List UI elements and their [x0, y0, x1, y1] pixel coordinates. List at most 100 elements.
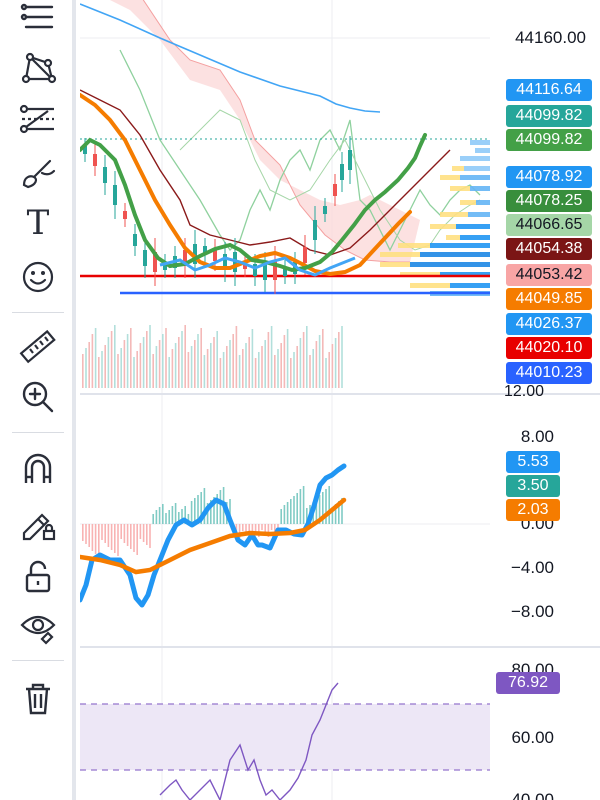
text-tool-icon[interactable]: T [8, 200, 68, 246]
macd-histogram-bar [149, 524, 151, 548]
candle [323, 206, 327, 214]
ruler-icon[interactable] [8, 324, 68, 370]
volume-bar [270, 326, 273, 388]
macd-histogram-bar [213, 497, 215, 524]
volume-bars [82, 325, 343, 388]
candle [93, 154, 97, 166]
macd-histogram-bar [94, 524, 97, 554]
volume-bar [110, 331, 113, 388]
macd-histogram-bar [258, 524, 260, 537]
macd-histogram-bar [91, 524, 94, 551]
candle [333, 184, 337, 196]
price-badge: 44078.25 [506, 190, 592, 212]
macd-histogram-bar [181, 509, 183, 524]
fib-retracement-icon[interactable] [8, 96, 68, 142]
price-badge: 44026.37 [506, 313, 592, 335]
volume-bar [203, 355, 206, 388]
macd-histogram-bar [85, 524, 87, 544]
volume-bar [280, 343, 282, 388]
rsi-axis-label: 60.00 [511, 728, 554, 747]
volume-bar [206, 349, 209, 388]
volume-bar [232, 334, 234, 388]
macd-histogram-bar [318, 495, 321, 524]
volume-bar [286, 329, 289, 388]
volume-bar [123, 340, 126, 388]
hide-drawings-icon[interactable] [8, 604, 68, 650]
macd-histogram-bar [165, 513, 167, 524]
macd-axis-label: −8.00 [510, 602, 554, 621]
text-tool-glyph: T [26, 203, 50, 243]
macd-histogram-bar [338, 501, 340, 524]
macd-histogram-bar [146, 524, 148, 545]
zoom-in-icon[interactable] [8, 374, 68, 420]
rsi-axis-label: 80.00 [511, 660, 554, 672]
volume-bar [322, 329, 324, 388]
price-badge: 44099.82 [506, 129, 592, 151]
volume-bar [174, 343, 177, 388]
macd-histogram [82, 486, 343, 557]
macd-histogram-bar [98, 524, 100, 557]
volume-bar [341, 326, 343, 388]
macd-histogram-bar [325, 489, 327, 524]
drawing-toolbar: T [0, 0, 76, 800]
candle [283, 268, 287, 276]
pattern-tool-icon[interactable] [8, 44, 68, 90]
macd-histogram-bar [194, 498, 196, 524]
macd-histogram-bar [270, 524, 273, 530]
macd-histogram-bar [248, 524, 250, 537]
volume-bar [184, 325, 186, 388]
price-badge: 44010.23 [506, 362, 592, 384]
emoji-icon[interactable] [8, 254, 68, 300]
macd-histogram-bar [216, 494, 218, 524]
volume-bar [254, 358, 257, 388]
macd-histogram-bar [322, 492, 324, 524]
volume-bar [219, 358, 222, 388]
volume-bar [197, 334, 199, 388]
macd-histogram-bar [184, 506, 186, 524]
macd-histogram-bar [242, 524, 244, 531]
volume-bar [312, 349, 314, 388]
macd-histogram-bar [245, 524, 247, 534]
volume-bar [104, 345, 106, 388]
macd-histogram-bar [331, 507, 334, 524]
volume-bar [88, 342, 90, 388]
candle [113, 185, 117, 205]
stay-in-drawing-mode-icon[interactable] [8, 500, 68, 546]
volume-bar [309, 355, 311, 388]
brush-icon[interactable] [8, 150, 68, 196]
rsi-badge: 76.92 [496, 672, 560, 694]
volume-bar [258, 352, 260, 388]
chart-drawing [80, 0, 600, 800]
macd-axis-label: −4.00 [510, 558, 554, 577]
volume-bar [306, 326, 308, 388]
volume-bar [328, 352, 330, 388]
volume-bar [242, 349, 244, 388]
macd-histogram-bar [306, 508, 308, 524]
volume-bar [229, 340, 231, 388]
macd-histogram-bar [120, 524, 122, 539]
volume-bar [142, 337, 145, 388]
macd-histogram-bar [302, 486, 305, 524]
green-moving-average [80, 133, 427, 273]
volume-bar [213, 337, 215, 388]
candle [213, 249, 217, 261]
rsi-axis-label: 40.00 [511, 790, 554, 800]
volume-bar [200, 328, 202, 388]
candle [103, 167, 107, 183]
macd-histogram-bar [203, 488, 206, 524]
macd-histogram-bar [139, 524, 142, 539]
candle [348, 150, 352, 170]
trash-icon[interactable] [8, 676, 68, 722]
magnet-icon[interactable] [8, 446, 68, 492]
price-badge: 44116.64 [506, 79, 592, 101]
candle [253, 264, 257, 276]
macd-histogram-bar [274, 524, 276, 533]
lock-icon[interactable] [8, 554, 68, 600]
volume-bar [139, 343, 142, 388]
macd-histogram-bar [229, 499, 231, 524]
lines-menu-icon[interactable] [8, 0, 68, 40]
macd-histogram-bar [197, 495, 199, 524]
ichimoku-cloud [110, 0, 420, 262]
chart-canvas[interactable]: 44160.00 12.00 44116.64 44099.82 44099.8… [80, 0, 600, 800]
volume-bar [334, 338, 337, 388]
